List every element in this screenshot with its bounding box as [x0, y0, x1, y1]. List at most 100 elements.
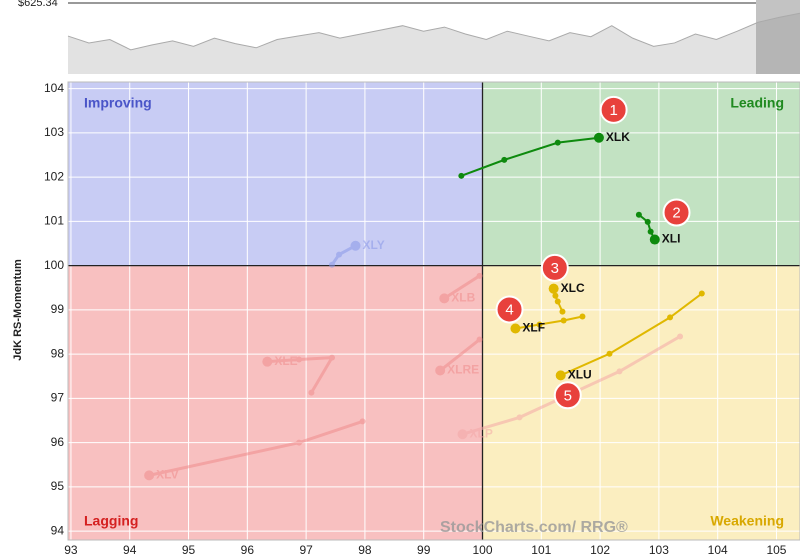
series: XLU [555, 290, 705, 382]
y-tick-label: 95 [51, 479, 65, 493]
trail-point [667, 314, 674, 321]
trail-point [457, 429, 468, 440]
annotation-badge [662, 198, 691, 227]
trail-point [635, 211, 642, 218]
trail-point [296, 356, 303, 363]
trail-point [559, 308, 566, 315]
trail [560, 292, 703, 377]
series-label: XLF [522, 321, 545, 335]
y-tick-label: 98 [51, 346, 65, 360]
trail-point [458, 172, 465, 179]
trail-point [647, 228, 654, 235]
trail [460, 136, 600, 177]
series-label: XLE [274, 354, 297, 368]
series: XLE [262, 354, 335, 396]
trail [443, 274, 481, 300]
y-tick-label: 103 [44, 125, 64, 139]
trail-point [677, 333, 684, 340]
trail-point [510, 323, 521, 334]
series-label: XLU [568, 368, 592, 382]
quadrant-label: Leading [730, 95, 784, 111]
x-tick-label: 96 [241, 543, 255, 557]
x-tick-label: 97 [299, 543, 313, 557]
series-label: XLV [156, 468, 178, 482]
x-tick-label: 95 [182, 543, 196, 557]
benchmark-line [67, 12, 800, 51]
trail-point [554, 139, 561, 146]
series: XLP [457, 333, 684, 440]
series: XLB [439, 272, 483, 305]
trail-point [548, 283, 559, 294]
trail-point [350, 240, 361, 251]
x-tick-label: 94 [123, 543, 137, 557]
trail [267, 356, 335, 394]
x-tick-label: 104 [708, 543, 728, 557]
trail-point [616, 368, 623, 375]
trail [439, 338, 481, 372]
trail-point [296, 439, 303, 446]
series-label: XLY [363, 238, 385, 252]
series: XLRE [435, 336, 483, 377]
trail-point [501, 156, 508, 163]
y-tick-label: 102 [44, 169, 64, 183]
annotation-label: 2 [672, 205, 680, 222]
trail-point [476, 336, 483, 343]
y-tick-label: 101 [44, 214, 64, 228]
quadrant-label: Weakening [710, 513, 784, 529]
x-tick-label: 99 [417, 543, 431, 557]
annotation-label: 3 [551, 260, 559, 277]
trail-point [644, 218, 651, 225]
trail-point [554, 298, 561, 305]
y-tick-label: 94 [51, 523, 65, 537]
y-tick-label: 96 [51, 435, 65, 449]
trail-point [698, 290, 705, 297]
series-label: XLI [662, 232, 681, 246]
trail-point [536, 321, 543, 328]
trail-point [328, 354, 335, 361]
quadrant [482, 265, 800, 540]
trail-point [359, 418, 366, 425]
annotation-label: 1 [609, 102, 617, 119]
trail-point [328, 261, 335, 268]
trail-point [579, 313, 586, 320]
series-label: XLP [470, 426, 493, 440]
annotation-label: 4 [505, 301, 513, 318]
x-tick-label: 100 [472, 543, 492, 557]
series: XLC [548, 281, 585, 315]
x-tick-label: 103 [649, 543, 669, 557]
benchmark-current [756, 0, 800, 74]
annotation-badge [540, 253, 569, 282]
series-label: XLK [606, 130, 630, 144]
quadrant [68, 82, 483, 266]
quadrant [68, 265, 483, 540]
series: XLY [328, 238, 385, 268]
trail-point [262, 356, 273, 367]
trail-point [476, 272, 483, 279]
trail-point [606, 350, 613, 357]
trail-point [308, 389, 315, 396]
y-axis-label: JdK RS-Momentum [12, 259, 24, 361]
trail-point [516, 414, 523, 421]
trail-point [336, 251, 343, 258]
trail [515, 315, 583, 330]
y-tick-label: 99 [51, 302, 65, 316]
benchmark-label: $625.34 [18, 0, 58, 9]
trail-point [552, 292, 559, 299]
x-tick-label: 105 [766, 543, 786, 557]
annotation-badge [599, 95, 628, 124]
trail-point [435, 365, 446, 376]
quadrant [482, 82, 800, 266]
trail-point [649, 234, 660, 245]
annotation-label: 5 [564, 387, 572, 404]
y-tick-label: 104 [44, 81, 64, 95]
x-tick-label: 98 [358, 543, 372, 557]
trail-point [593, 132, 604, 143]
y-tick-label: 97 [51, 391, 65, 405]
series: XLK [458, 130, 630, 179]
x-tick-label: 102 [590, 543, 610, 557]
series: XLF [510, 313, 586, 335]
x-tick-label: 93 [64, 543, 78, 557]
y-tick-label: 100 [44, 258, 64, 272]
trail-point [144, 470, 155, 481]
